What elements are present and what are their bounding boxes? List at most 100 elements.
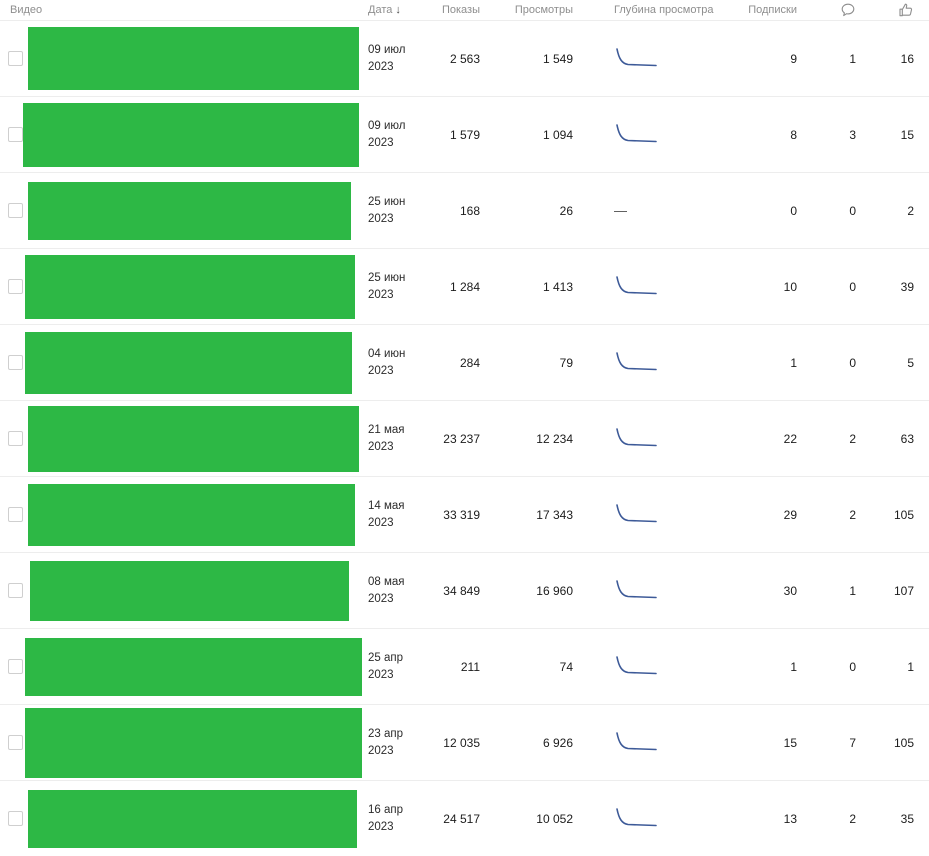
video-cell bbox=[0, 629, 366, 704]
row-subscriptions: 15 bbox=[783, 735, 797, 750]
col-header-view-depth[interactable]: Глубина просмотра bbox=[614, 4, 714, 16]
row-date-line2: 2023 bbox=[368, 212, 394, 225]
table-row: 16 апр 2023 24 517 10 052 — 13 2 35 bbox=[0, 781, 929, 856]
col-header-likes[interactable] bbox=[858, 2, 916, 18]
row-date-line2: 2023 bbox=[368, 440, 394, 453]
row-likes: 105 bbox=[893, 507, 914, 522]
row-checkbox[interactable] bbox=[8, 507, 23, 522]
view-depth-sparkline bbox=[616, 123, 657, 142]
row-view-depth: — bbox=[575, 46, 721, 72]
row-views: 16 960 bbox=[536, 583, 573, 598]
row-checkbox[interactable] bbox=[8, 811, 23, 826]
row-likes: 15 bbox=[900, 127, 914, 142]
row-comments: 2 bbox=[849, 431, 856, 446]
row-comments: 2 bbox=[849, 507, 856, 522]
row-impressions: 284 bbox=[459, 355, 480, 370]
row-date-line2: 2023 bbox=[368, 820, 394, 833]
row-date-line2: 2023 bbox=[368, 516, 394, 529]
row-comments: 0 bbox=[849, 279, 856, 294]
table-body: 09 июл 2023 2 563 1 549 — 9 1 16 09 июл … bbox=[0, 21, 929, 856]
row-date: 04 июн 2023 bbox=[366, 346, 416, 378]
row-checkbox[interactable] bbox=[8, 583, 23, 598]
video-thumbnail[interactable] bbox=[28, 181, 351, 240]
video-thumbnail[interactable] bbox=[28, 789, 357, 848]
col-header-impressions[interactable]: Показы bbox=[441, 4, 480, 16]
table-header: Видео Дата ↓ Показы Просмотры Глубина пр… bbox=[0, 0, 929, 21]
video-cell bbox=[0, 477, 366, 552]
col-header-comments[interactable] bbox=[799, 2, 858, 18]
video-thumbnail[interactable] bbox=[28, 405, 359, 472]
thumbs-up-icon bbox=[899, 3, 913, 17]
row-date-line1: 23 апр bbox=[368, 728, 404, 741]
row-impressions: 2 563 bbox=[449, 51, 480, 66]
row-date-line2: 2023 bbox=[368, 60, 394, 73]
row-view-depth: — bbox=[575, 730, 721, 756]
row-impressions: 1 579 bbox=[449, 127, 480, 142]
row-checkbox[interactable] bbox=[8, 659, 23, 674]
row-date-line1: 25 июн bbox=[368, 272, 406, 285]
speech-bubble-icon bbox=[841, 3, 855, 17]
row-subscriptions: 1 bbox=[790, 355, 797, 370]
row-likes: 16 bbox=[900, 51, 914, 66]
row-date-line1: 25 июн bbox=[368, 196, 406, 209]
row-date-line2: 2023 bbox=[368, 288, 394, 301]
col-header-date[interactable]: Дата ↓ bbox=[366, 4, 416, 16]
view-depth-sparkline bbox=[616, 655, 657, 674]
row-date-line2: 2023 bbox=[368, 744, 394, 757]
video-thumbnail[interactable] bbox=[28, 27, 359, 90]
row-checkbox[interactable] bbox=[8, 127, 23, 142]
row-impressions: 12 035 bbox=[443, 735, 480, 750]
row-checkbox[interactable] bbox=[8, 431, 23, 446]
row-date-line1: 14 мая bbox=[368, 500, 405, 513]
row-checkbox[interactable] bbox=[8, 279, 23, 294]
row-checkbox[interactable] bbox=[8, 51, 23, 66]
video-cell bbox=[0, 97, 366, 172]
row-comments: 7 bbox=[849, 735, 856, 750]
video-thumbnail[interactable] bbox=[25, 637, 362, 696]
table-row: 25 июн 2023 168 26 — 0 0 2 bbox=[0, 173, 929, 249]
video-thumbnail[interactable] bbox=[25, 707, 362, 778]
row-likes: 5 bbox=[907, 355, 914, 370]
row-comments: 0 bbox=[849, 355, 856, 370]
video-thumbnail[interactable] bbox=[23, 102, 359, 167]
row-checkbox[interactable] bbox=[8, 203, 23, 218]
video-thumbnail[interactable] bbox=[25, 331, 352, 394]
table-row: 09 июл 2023 1 579 1 094 — 8 3 15 bbox=[0, 97, 929, 173]
row-views: 17 343 bbox=[536, 507, 573, 522]
video-cell bbox=[0, 21, 366, 96]
row-date: 25 июн 2023 bbox=[366, 194, 416, 226]
sort-desc-icon: ↓ bbox=[395, 4, 401, 16]
row-subscriptions: 8 bbox=[790, 127, 797, 142]
row-view-depth: — bbox=[575, 274, 721, 300]
row-date-line1: 09 июл bbox=[368, 120, 406, 133]
row-date: 25 апр 2023 bbox=[366, 650, 416, 682]
row-date-line2: 2023 bbox=[368, 668, 394, 681]
row-impressions: 168 bbox=[459, 203, 480, 218]
row-view-depth: — bbox=[575, 122, 721, 148]
row-date-line2: 2023 bbox=[368, 136, 394, 149]
row-comments: 0 bbox=[849, 659, 856, 674]
video-cell bbox=[0, 781, 366, 856]
row-comments: 0 bbox=[849, 203, 856, 218]
col-header-video[interactable]: Видео bbox=[10, 4, 43, 16]
view-depth-sparkline bbox=[616, 503, 657, 522]
view-depth-sparkline bbox=[616, 351, 657, 370]
row-views: 1 094 bbox=[542, 127, 573, 142]
row-comments: 2 bbox=[849, 811, 856, 826]
video-thumbnail[interactable] bbox=[30, 560, 349, 621]
row-date-line1: 21 мая bbox=[368, 424, 405, 437]
row-checkbox[interactable] bbox=[8, 735, 23, 750]
video-cell bbox=[0, 249, 366, 324]
row-checkbox[interactable] bbox=[8, 355, 23, 370]
row-comments: 3 bbox=[849, 127, 856, 142]
view-depth-sparkline bbox=[616, 579, 657, 598]
col-header-subscriptions[interactable]: Подписки bbox=[748, 4, 797, 16]
row-subscriptions: 30 bbox=[783, 583, 797, 598]
table-row: 23 апр 2023 12 035 6 926 — 15 7 105 bbox=[0, 705, 929, 781]
view-depth-sparkline bbox=[616, 275, 657, 294]
video-cell bbox=[0, 173, 366, 248]
col-header-views[interactable]: Просмотры bbox=[514, 4, 573, 16]
video-thumbnail[interactable] bbox=[25, 254, 355, 319]
video-thumbnail[interactable] bbox=[28, 483, 355, 546]
col-header-date-label: Дата bbox=[368, 4, 393, 16]
